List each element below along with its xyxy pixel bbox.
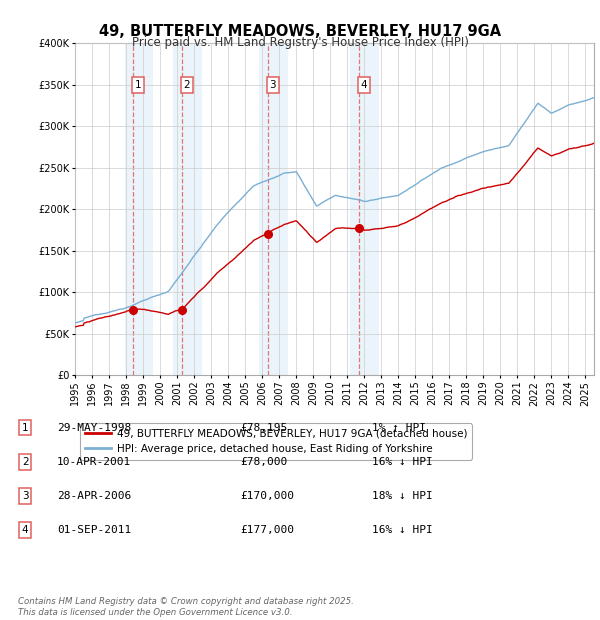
Text: 2: 2 [184, 80, 190, 90]
Legend: 49, BUTTERFLY MEADOWS, BEVERLEY, HU17 9GA (detached house), HPI: Average price, : 49, BUTTERFLY MEADOWS, BEVERLEY, HU17 9G… [80, 423, 472, 459]
Text: 16% ↓ HPI: 16% ↓ HPI [372, 457, 433, 467]
Text: 4: 4 [22, 525, 29, 535]
Text: 1: 1 [135, 80, 142, 90]
Text: £177,000: £177,000 [240, 525, 294, 535]
Text: 3: 3 [22, 491, 29, 501]
Text: 29-MAY-1998: 29-MAY-1998 [57, 423, 131, 433]
Text: Price paid vs. HM Land Registry's House Price Index (HPI): Price paid vs. HM Land Registry's House … [131, 36, 469, 49]
Text: 4: 4 [361, 80, 367, 90]
Text: 49, BUTTERFLY MEADOWS, BEVERLEY, HU17 9GA: 49, BUTTERFLY MEADOWS, BEVERLEY, HU17 9G… [99, 24, 501, 38]
Bar [125, 43, 154, 375]
Bar [350, 43, 379, 375]
Text: £78,195: £78,195 [240, 423, 287, 433]
Text: 1% ↑ HPI: 1% ↑ HPI [372, 423, 426, 433]
Text: 28-APR-2006: 28-APR-2006 [57, 491, 131, 501]
Text: 1: 1 [22, 423, 29, 433]
Text: 10-APR-2001: 10-APR-2001 [57, 457, 131, 467]
Text: 01-SEP-2011: 01-SEP-2011 [57, 525, 131, 535]
Bar [259, 43, 288, 375]
Text: £78,000: £78,000 [240, 457, 287, 467]
Text: £170,000: £170,000 [240, 491, 294, 501]
Text: Contains HM Land Registry data © Crown copyright and database right 2025.
This d: Contains HM Land Registry data © Crown c… [18, 598, 354, 617]
Text: 2: 2 [22, 457, 29, 467]
Text: 18% ↓ HPI: 18% ↓ HPI [372, 491, 433, 501]
Bar [173, 43, 202, 375]
Text: 3: 3 [269, 80, 276, 90]
Text: 16% ↓ HPI: 16% ↓ HPI [372, 525, 433, 535]
